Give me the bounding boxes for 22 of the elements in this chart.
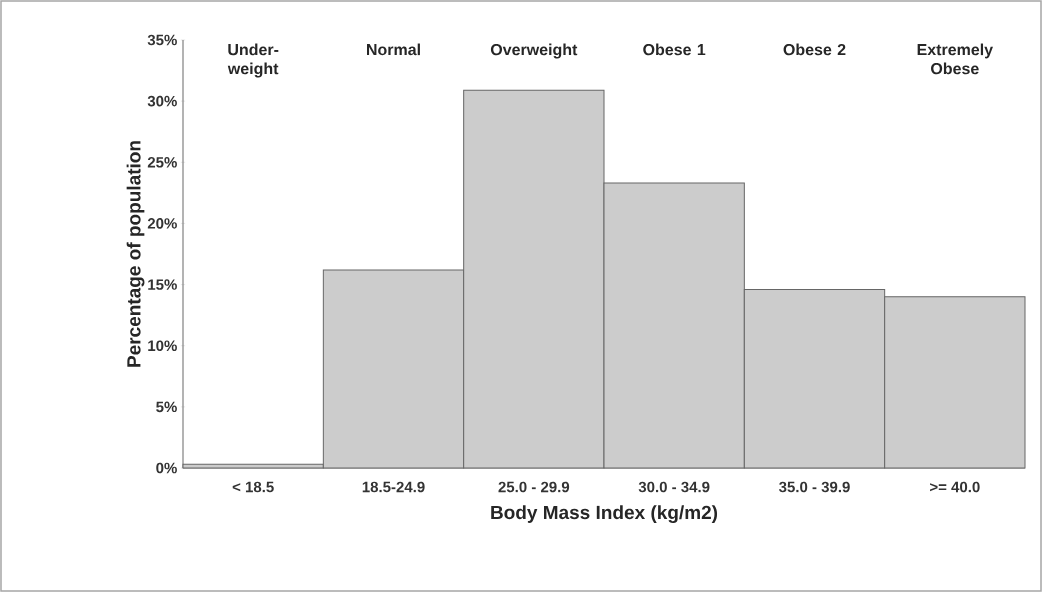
annotation: Obese 2 [783,43,846,56]
x-tick-label: >= 40.0 [930,481,980,493]
y-tick-label: 30% [147,95,177,107]
annotation: Normal [367,43,420,56]
y-tick-label: 35% [147,34,177,46]
x-tick-label: 18.5-24.9 [362,481,425,493]
x-tick-label: < 18.5 [232,481,274,493]
x-axis-title: Body Mass Index (kg/m2) [491,505,718,523]
y-tick-label: 0% [156,462,177,474]
annotation: Overweight [490,43,578,59]
y-tick-label: 10% [148,340,177,352]
y-tick-label: 15% [148,279,177,290]
y-tick-label: 20% [147,218,177,229]
y-tick-label: 5% [156,401,177,413]
x-tick-label: 35.0 - 39.9 [778,481,850,493]
annotation: Under-weight [227,43,279,78]
annotation: Extremely Obese [917,43,993,75]
y-axis-title: Percentage of population [126,141,145,367]
x-tick-label: 30.0 - 34.9 [638,481,710,493]
x-tick-label: 25.0 - 29.9 [498,481,570,493]
y-tick-label: 25% [147,156,177,168]
annotation: Obese 1 [643,43,706,56]
